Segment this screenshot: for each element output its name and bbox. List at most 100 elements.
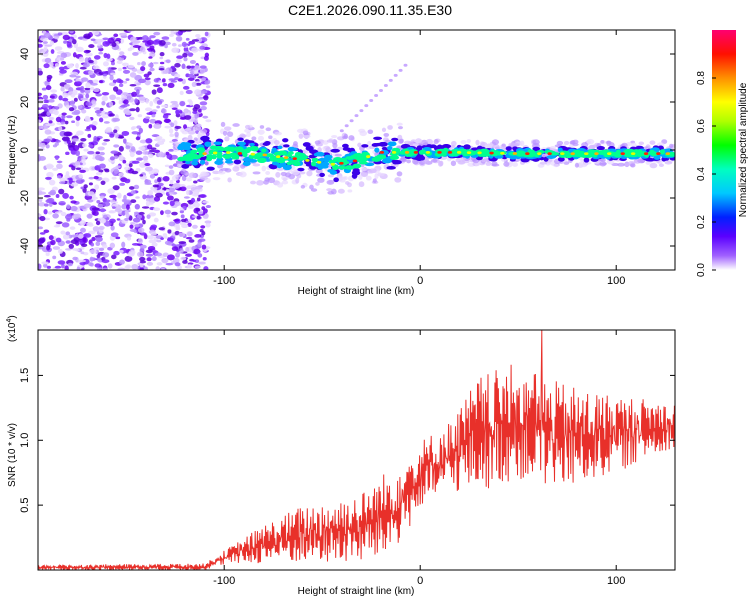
spectrogram-noise-blob	[159, 52, 165, 57]
spectrogram-ridge-blob	[181, 164, 190, 169]
spectrogram-noise-blob	[108, 101, 114, 107]
spectrogram-noise-blob	[153, 84, 161, 87]
spectrogram-noise-blob	[91, 99, 97, 105]
spectrogram-noise-blob	[88, 182, 93, 186]
spectrogram-haze-blob	[275, 171, 281, 178]
spectrogram-noise-blob	[162, 252, 169, 258]
spectrogram-x-tick-label: 0	[417, 275, 423, 287]
spectrogram-y-tick-label: -40	[19, 238, 31, 254]
spectrogram-ridge-blob	[469, 150, 477, 156]
spectrogram-noise-blob	[57, 32, 63, 36]
spectrogram-noise-blob	[170, 122, 175, 128]
spectrogram-noise-blob	[161, 78, 166, 83]
spectrogram-noise-blob	[38, 213, 42, 218]
spectrogram-noise-blob	[64, 79, 73, 84]
spectrogram-noise-blob	[183, 124, 188, 130]
spectrogram-noise-blob	[78, 233, 84, 239]
spectrogram-haze-blob	[649, 140, 656, 145]
spectrogram-core-blob	[339, 161, 344, 165]
spectrogram-noise-blob	[92, 65, 99, 70]
spectrogram-noise-blob	[38, 43, 43, 48]
spectrogram-noise-blob	[151, 89, 157, 95]
spectrogram-haze-blob	[383, 132, 390, 137]
spectrogram-haze-blob	[257, 129, 265, 135]
spectrogram-noise-blob	[178, 110, 183, 114]
spectrogram-ridge-blob	[342, 143, 349, 149]
spectrogram-noise-blob	[187, 73, 195, 78]
spectrogram-noise-blob	[118, 99, 123, 105]
spectrogram-noise-blob	[79, 169, 86, 173]
spectrogram-noise-blob	[75, 160, 80, 166]
spectrogram-noise-blob	[62, 233, 70, 240]
spectrogram-noise-blob	[146, 144, 153, 150]
spectrogram-noise-blob	[126, 236, 132, 241]
spectrogram-noise-blob	[89, 249, 97, 254]
spectrogram-ridge-blob	[282, 164, 292, 171]
spectrogram-haze-blob	[586, 138, 595, 145]
spectrogram-noise-blob	[187, 99, 193, 103]
spectrogram-haze-blob	[484, 144, 493, 150]
spectrogram-noise-blob	[109, 194, 117, 199]
spectrogram-noise-blob	[146, 257, 152, 262]
spectrogram-noise-blob	[178, 232, 186, 237]
spectrogram-haze-blob	[326, 139, 334, 143]
spectrogram-noise-blob	[189, 60, 197, 65]
spectrogram-noise-blob	[138, 238, 143, 244]
spectrogram-noise-blob	[198, 261, 206, 265]
spectrogram-noise-blob	[100, 218, 107, 224]
spectrogram-noise-blob	[115, 165, 121, 169]
spectrogram-noise-blob	[68, 87, 74, 93]
spectrogram-noise-blob	[78, 173, 84, 179]
spectrogram-noise-blob	[130, 146, 136, 152]
spectrogram-noise-blob	[44, 57, 52, 63]
spectrogram-noise-blob	[95, 151, 100, 155]
spectrogram-noise-blob	[199, 228, 204, 233]
spectrogram-noise-blob	[61, 136, 70, 142]
spectrogram-noise-blob	[157, 182, 164, 187]
spectrogram-core-blob	[584, 152, 589, 156]
spectrogram-ridge-blob	[231, 147, 241, 151]
spectrogram-ridge-blob	[331, 164, 339, 171]
spectrogram-noise-blob	[130, 199, 137, 204]
spectrogram-noise-blob	[38, 202, 46, 207]
spectrogram-haze-blob	[357, 142, 362, 148]
spectrogram-noise-blob	[84, 52, 93, 57]
spectrogram-ridge-blob	[243, 139, 251, 143]
spectrogram-haze-blob	[367, 140, 372, 146]
spectrogram-noise-blob	[182, 205, 187, 209]
spectrogram-core-blob	[447, 151, 453, 154]
spectrogram-noise-blob	[172, 257, 180, 264]
spectrogram-noise-blob	[43, 107, 49, 112]
spectrogram-noise-blob	[62, 34, 70, 41]
spectrogram-noise-blob	[92, 210, 99, 216]
spectrogram-noise-blob	[204, 161, 209, 166]
spectrogram-noise-blob	[50, 49, 55, 54]
spectrogram-noise-blob	[185, 37, 190, 41]
spectrogram-noise-blob	[191, 47, 199, 53]
spectrogram-noise-blob	[187, 222, 192, 227]
spectrogram-haze-blob	[588, 144, 596, 149]
spectrogram-noise-blob	[60, 57, 65, 61]
spectrogram-noise-blob	[39, 232, 46, 235]
spectrogram-noise-blob	[134, 203, 140, 210]
spectrogram-haze-blob	[649, 162, 658, 169]
spectrogram-noise-blob	[115, 37, 122, 42]
spectrogram-haze-blob	[227, 177, 232, 183]
snr-x-tick-label: 0	[417, 575, 423, 587]
spectrogram-ridge-blob	[204, 141, 212, 147]
spectrogram-noise-blob	[109, 242, 116, 249]
spectrogram-haze-blob	[325, 146, 332, 153]
spectrogram-streak-blob	[398, 68, 403, 72]
spectrogram-noise-blob	[112, 185, 120, 191]
spectrogram-noise-blob	[110, 232, 119, 238]
spectrogram-noise-blob	[80, 89, 85, 93]
spectrogram-ridge-blob	[381, 146, 388, 151]
spectrogram-noise-blob	[204, 220, 212, 224]
spectrogram-noise-blob	[165, 262, 174, 266]
spectrogram-core-blob	[570, 152, 575, 156]
spectrogram-noise-blob	[175, 35, 183, 42]
spectrogram-noise-blob	[83, 203, 92, 208]
spectrogram-core-blob	[225, 151, 231, 155]
spectrogram-noise-blob	[75, 115, 81, 121]
spectrogram-noise-blob	[80, 179, 85, 183]
